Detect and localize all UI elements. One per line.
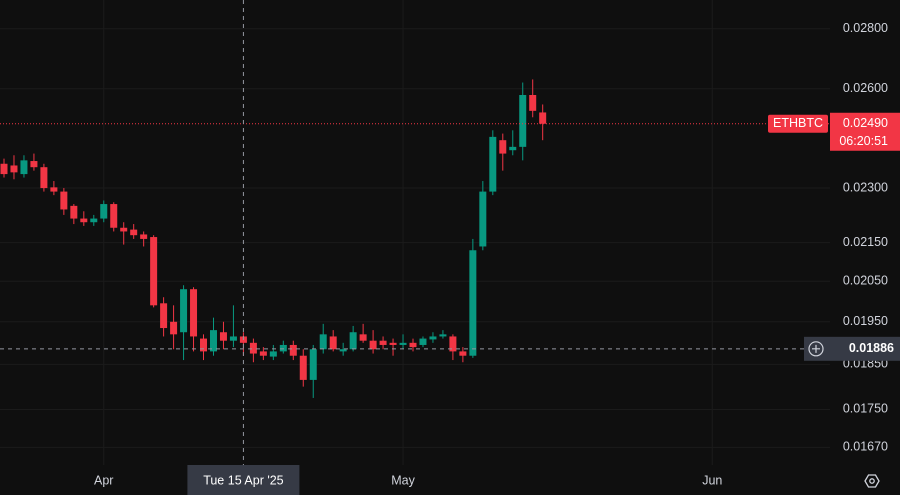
y-tick-label: 0.02050: [843, 274, 888, 288]
candle-body: [180, 289, 188, 333]
candle-body: [539, 112, 547, 124]
candle-body: [269, 351, 277, 357]
candle-body: [359, 334, 367, 341]
grid-layer: [0, 0, 830, 465]
candle-body: [190, 289, 198, 337]
candle-body: [489, 136, 497, 192]
candle-body: [459, 351, 467, 356]
candle-body: [200, 338, 208, 352]
candle-body: [389, 342, 397, 345]
candle-body: [100, 204, 108, 219]
candle-body: [50, 187, 58, 192]
candle-body: [429, 336, 437, 340]
candle-body: [0, 163, 8, 175]
x-tick-label: May: [391, 473, 415, 487]
candle-layer: [0, 79, 547, 398]
candle-body: [339, 349, 347, 352]
symbol-tag: [768, 114, 828, 133]
plus-icon-cross: [812, 344, 820, 353]
y-tick-label: 0.02300: [843, 180, 888, 194]
crosshair-x-tag: [187, 465, 300, 495]
candle-body: [30, 161, 38, 168]
candle-body: [249, 342, 257, 354]
y-tick-label: 0.02150: [843, 235, 888, 249]
y-tick-label: 0.01950: [843, 314, 888, 328]
candle-body: [80, 218, 88, 223]
countdown-label: 06:20:51: [839, 134, 888, 148]
candle-body: [319, 334, 327, 350]
candle-body: [40, 167, 48, 189]
x-tick-label: Apr: [94, 473, 113, 487]
candle-body: [439, 334, 447, 337]
candle-body: [140, 234, 148, 239]
candle-body: [309, 349, 317, 380]
candle-body: [110, 204, 118, 228]
candle-body: [379, 340, 387, 345]
candle-body: [70, 205, 78, 219]
candle-body: [170, 321, 178, 335]
candle-body: [229, 336, 237, 341]
y-tick-label: 0.02800: [843, 21, 888, 35]
candle-body: [289, 344, 297, 356]
last-price-label: 0.02490: [843, 116, 888, 130]
axis-layer: 0.02800 0.02600 0.02300 0.02150 0.02050 0.019…: [94, 21, 900, 495]
candle-body: [499, 140, 507, 154]
candle-body: [409, 342, 417, 348]
settings-dot: [869, 478, 875, 484]
candle-body: [399, 342, 407, 345]
candle-body: [369, 340, 377, 350]
crosshair-x-label: Tue 15 Apr '25: [203, 473, 283, 487]
candle-body: [449, 336, 457, 352]
candle-body: [259, 351, 267, 356]
candle-body: [150, 237, 158, 306]
x-tick-label: Jun: [702, 473, 722, 487]
candle-body: [469, 250, 477, 356]
candle-body: [419, 338, 427, 345]
plus-icon: [808, 341, 824, 357]
symbol-label: ETHBTC: [773, 116, 823, 130]
candle-body: [160, 303, 168, 329]
candle-body: [209, 330, 217, 352]
y-tick-label: 0.01670: [843, 440, 888, 454]
candle-body: [329, 336, 337, 350]
settings-hexagon: [864, 474, 880, 488]
last-price-tag: [830, 112, 900, 151]
candle-body: [519, 94, 527, 147]
overlay-layer: [0, 0, 830, 465]
candle-body: [299, 355, 307, 380]
candle-body: [120, 227, 128, 232]
candle-body: [20, 160, 28, 175]
settings-icon[interactable]: [864, 474, 880, 488]
candle-body: [60, 191, 68, 210]
candle-body: [90, 218, 98, 223]
candle-body: [279, 344, 287, 352]
candle-body: [130, 229, 138, 236]
candle-body: [479, 191, 487, 247]
candle-body: [349, 332, 357, 350]
crosshair-y-label: 0.01886: [849, 341, 894, 355]
candle-body: [509, 146, 517, 151]
candle-body: [529, 94, 537, 111]
candle-body: [219, 332, 227, 341]
y-tick-label: 0.01750: [843, 402, 888, 416]
y-tick-label: 0.02600: [843, 81, 888, 95]
candle-body: [10, 165, 18, 173]
